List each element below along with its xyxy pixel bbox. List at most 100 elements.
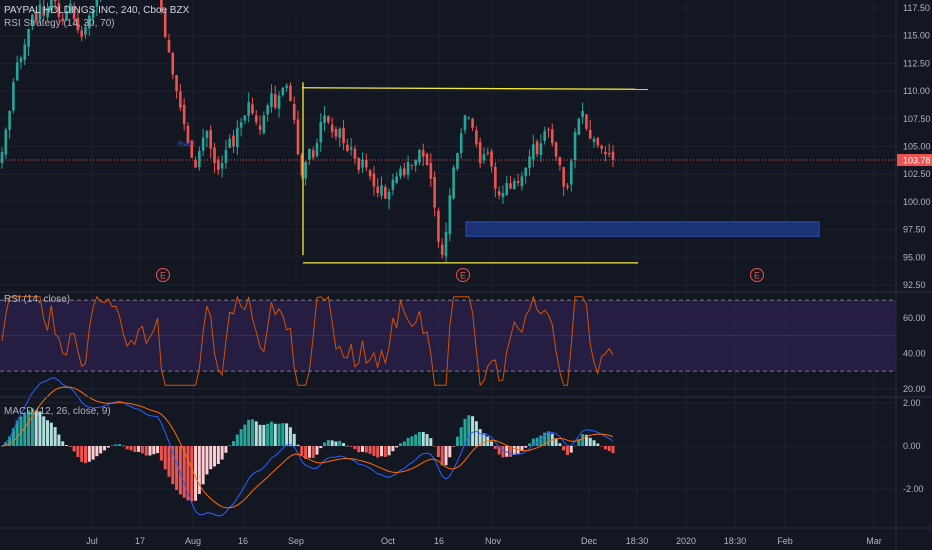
macd-histogram-bar xyxy=(197,446,201,495)
macd-histogram-bar xyxy=(429,438,433,446)
candle-body xyxy=(372,173,376,187)
earnings-marker[interactable]: E xyxy=(156,268,170,282)
candle-body xyxy=(509,183,512,189)
macd-histogram-bar xyxy=(61,441,65,446)
candle-body xyxy=(421,150,425,157)
candle-body xyxy=(558,157,562,166)
macd-histogram-bar xyxy=(38,411,42,446)
rsi-line xyxy=(1,295,614,387)
candle-body xyxy=(387,191,391,200)
candle-body xyxy=(300,154,304,176)
candle-body xyxy=(186,125,190,144)
candle-body xyxy=(201,137,205,151)
macd-pane-title[interactable]: MACD (12, 26, close, 9) xyxy=(4,406,111,417)
candle-body xyxy=(478,142,482,164)
earnings-marker-label: E xyxy=(460,271,466,281)
macd-histogram-bar xyxy=(410,436,414,446)
time-tick-label: 18:30 xyxy=(626,536,649,546)
macd-tick-label: 0.00 xyxy=(903,441,921,451)
macd-histogram-bar xyxy=(338,440,342,446)
candle-body xyxy=(292,103,296,120)
rsi-axis[interactable]: 60.00 40.00 20.00 xyxy=(903,313,926,394)
macd-histogram-bar xyxy=(402,441,406,446)
macd-histogram-bar xyxy=(11,428,15,446)
candle-body xyxy=(490,151,493,167)
candle-body xyxy=(437,210,440,242)
macd-histogram-bar xyxy=(42,416,46,446)
candle-body xyxy=(270,93,273,107)
earnings-marker[interactable]: E xyxy=(456,268,470,282)
earnings-marker[interactable]: E xyxy=(750,268,764,282)
macd-histogram-bar xyxy=(592,440,596,446)
macd-histogram-bar xyxy=(175,446,179,491)
candle-body xyxy=(532,144,535,160)
candle-body xyxy=(72,6,76,20)
candle-body xyxy=(562,167,565,187)
candle-body xyxy=(349,147,353,150)
macd-histogram-bar xyxy=(444,446,448,466)
candle-body xyxy=(569,160,573,185)
candle-body xyxy=(213,147,216,164)
macd-histogram-bar xyxy=(569,446,573,453)
symbol-title[interactable]: PAYPAL HOLDINGS INC, 240, Cboe BZX xyxy=(4,5,190,16)
strategy-title[interactable]: RSI Strategy (14, 30, 70) xyxy=(4,18,115,29)
macd-histogram-bar xyxy=(436,446,440,457)
candle-body xyxy=(46,8,49,18)
candle-body xyxy=(31,14,34,26)
macd-histogram-bar xyxy=(285,423,289,446)
price-axis[interactable]: 122.50120.00117.50115.00112.50110.00107.… xyxy=(903,0,931,290)
macd-histogram-bar xyxy=(262,424,266,446)
candle-body xyxy=(365,159,368,168)
macd-histogram-bar xyxy=(269,421,273,446)
candle-body xyxy=(456,153,459,169)
candle-body xyxy=(448,195,452,235)
candle-body xyxy=(380,185,383,196)
rsi-pane-title[interactable]: RSI (14, close) xyxy=(4,294,71,305)
macd-histogram-bar xyxy=(148,446,152,456)
candle-body xyxy=(497,191,501,196)
macd-histogram-bar xyxy=(258,424,262,446)
candle-body xyxy=(338,128,342,138)
macd-histogram-bar xyxy=(524,446,528,448)
candle-body xyxy=(217,160,220,170)
macd-histogram-bar xyxy=(216,446,220,465)
macd-histogram-bar xyxy=(459,427,463,446)
candle-body xyxy=(463,115,467,131)
macd-histogram-bar xyxy=(106,446,110,448)
candle-body xyxy=(296,119,300,155)
time-tick-label: 16 xyxy=(434,536,444,546)
candle-body xyxy=(80,30,83,37)
strategy-signal-tag: RsiLE xyxy=(178,141,196,148)
macd-histogram-bar xyxy=(501,446,505,458)
price-tick-label: 110.00 xyxy=(903,86,930,96)
candle-body xyxy=(607,152,611,155)
macd-histogram-bar xyxy=(330,440,334,446)
macd-histogram-bar xyxy=(190,446,194,502)
drawing-tools[interactable] xyxy=(301,82,820,264)
candle-body xyxy=(65,11,68,20)
macd-histogram-bar xyxy=(72,446,76,452)
last-price-label: 103.78 xyxy=(903,156,931,166)
candle-body xyxy=(528,156,531,169)
candle-body xyxy=(23,44,27,61)
candle-body xyxy=(486,152,490,154)
macd-histogram-bar xyxy=(152,446,156,455)
candle-body xyxy=(4,129,8,155)
candle-body xyxy=(524,167,528,177)
macd-histogram-bar xyxy=(133,446,137,453)
macd-histogram-bar xyxy=(607,446,611,452)
candle-body xyxy=(588,130,592,139)
macd-histogram-bar xyxy=(91,446,95,460)
macd-axis[interactable]: 2.00 0.00 -2.00 xyxy=(903,398,924,494)
candle-body xyxy=(327,116,330,123)
macd-histogram-bar xyxy=(8,436,12,446)
time-axis[interactable]: Jul 17 Aug 16 Sep Oct 16 Nov Dec 18:30 2020 18:30 Fe… xyxy=(86,536,882,546)
macd-histogram-bar xyxy=(323,442,327,446)
macd-histogram-bar xyxy=(292,433,296,446)
candle-body xyxy=(50,0,53,11)
macd-histogram-bar xyxy=(315,446,319,455)
macd-histogram-bar xyxy=(235,434,239,446)
